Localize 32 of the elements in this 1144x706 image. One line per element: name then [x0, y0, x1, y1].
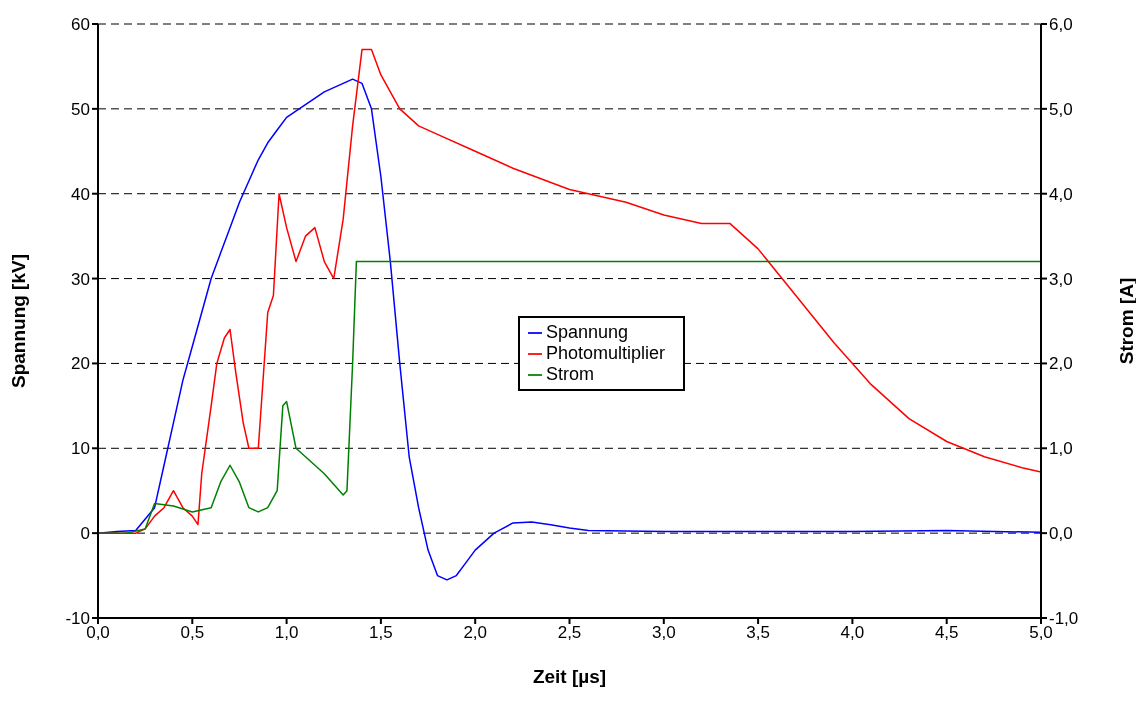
- legend-label: Strom: [546, 363, 595, 384]
- y-tick-label: 0: [80, 524, 90, 544]
- x-tick-label: 4,0: [840, 623, 865, 643]
- y-tick-label: 30: [71, 269, 90, 289]
- y-tick-label: 50: [71, 99, 90, 119]
- x-tick-label: 5,0: [1029, 623, 1053, 643]
- x-tick-label: 3,0: [651, 623, 676, 643]
- x-tick-label: 1,5: [369, 623, 393, 643]
- x-axis-title: Zeit [µs]: [532, 666, 607, 687]
- y2-tick-label: 4,0: [1049, 184, 1073, 204]
- x-tick-label: 2,5: [557, 623, 582, 643]
- x-tick-label: 2,0: [463, 623, 488, 643]
- x-tick-label: 1,0: [274, 623, 299, 643]
- y2-tick-label: 5,0: [1049, 99, 1073, 119]
- y-tick-label: 20: [71, 354, 90, 374]
- y-tick-label: 60: [71, 15, 90, 35]
- y2-tick-label: 1,0: [1049, 439, 1073, 459]
- legend-label: Spannung: [546, 321, 629, 342]
- y2-tick-label: 0,0: [1049, 524, 1073, 544]
- x-tick-label: 3,5: [746, 623, 770, 643]
- y2-tick-label: 6,0: [1049, 15, 1073, 35]
- x-tick-label: 0,0: [86, 623, 110, 643]
- y-tick-label: 40: [71, 184, 90, 204]
- x-tick-label: 0,5: [180, 623, 205, 643]
- y-tick-label: 10: [71, 439, 90, 459]
- y2-tick-label: 3,0: [1049, 269, 1073, 289]
- x-tick-label: 4,5: [934, 623, 959, 643]
- line-series: [98, 260, 1041, 534]
- y2-tick-label: 2,0: [1049, 354, 1073, 374]
- legend-label: Photomultiplier: [546, 342, 666, 363]
- y2-axis-title: Strom [A]: [1115, 277, 1137, 365]
- y-axis-title: Spannung [kV]: [7, 253, 29, 389]
